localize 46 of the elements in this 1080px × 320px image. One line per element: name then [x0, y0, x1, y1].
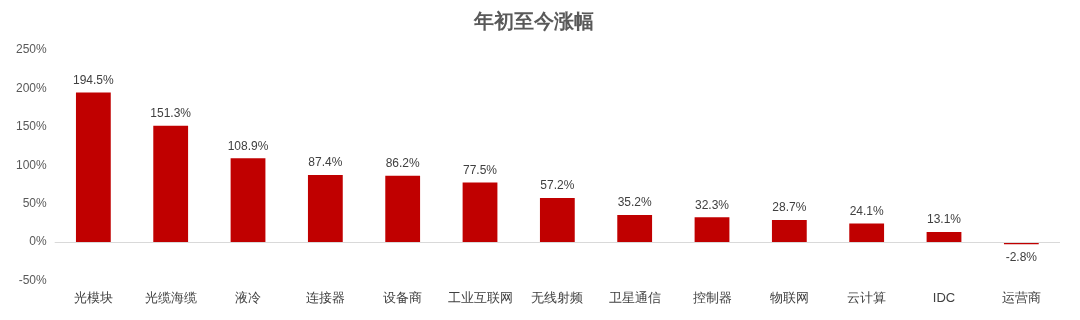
- y-tick-label: 250%: [15, 42, 48, 57]
- bar: [694, 217, 730, 242]
- bar: [462, 182, 498, 242]
- x-tick-label: 工业互联网: [447, 289, 513, 305]
- data-label: 32.3%: [694, 197, 730, 212]
- bar: [385, 175, 421, 242]
- data-label: 151.3%: [150, 106, 192, 121]
- x-tick-label: 运营商: [1001, 289, 1041, 305]
- data-label: 194.5%: [73, 72, 115, 87]
- y-tick-label: 150%: [15, 119, 48, 134]
- bar: [771, 219, 807, 242]
- bar: [617, 214, 653, 242]
- x-tick-label: 卫星通信: [608, 289, 661, 305]
- data-label: -2.8%: [1005, 250, 1038, 265]
- bar: [539, 198, 575, 242]
- y-tick-label: -50%: [18, 272, 48, 287]
- bar: [75, 92, 111, 242]
- bar: [849, 223, 885, 242]
- x-tick-label: 设备商: [383, 289, 423, 305]
- y-tick-label: 100%: [15, 157, 48, 172]
- data-label: 77.5%: [463, 162, 498, 177]
- y-tick-label: 50%: [22, 195, 48, 210]
- x-tick-label: 光模块: [73, 289, 113, 305]
- bar: [153, 125, 189, 242]
- data-label: 35.2%: [617, 195, 653, 210]
- x-tick-label: 云计算: [847, 289, 887, 305]
- data-label: 28.7%: [772, 200, 807, 215]
- data-label: 87.4%: [308, 155, 343, 170]
- x-tick-label: 连接器: [305, 289, 345, 305]
- chart-title: 年初至今涨幅: [473, 9, 594, 32]
- x-tick-label: 无线射频: [531, 289, 584, 305]
- x-tick-label: 物联网: [769, 289, 809, 305]
- bar: [230, 158, 266, 242]
- x-tick-label: 控制器: [692, 289, 732, 305]
- y-tick-label: 0%: [29, 234, 48, 249]
- x-tick-label: IDC: [932, 289, 956, 305]
- y-tick-label: 200%: [15, 80, 48, 95]
- bar: [926, 231, 962, 242]
- data-label: 86.2%: [385, 156, 421, 171]
- data-label: 108.9%: [227, 138, 269, 153]
- data-label: 13.1%: [926, 212, 962, 227]
- data-label: 24.1%: [849, 203, 885, 218]
- x-tick-label: 光缆海缆: [144, 289, 197, 305]
- bar: [307, 174, 343, 242]
- x-tick-label: 液冷: [235, 289, 262, 305]
- data-label: 57.2%: [540, 178, 575, 193]
